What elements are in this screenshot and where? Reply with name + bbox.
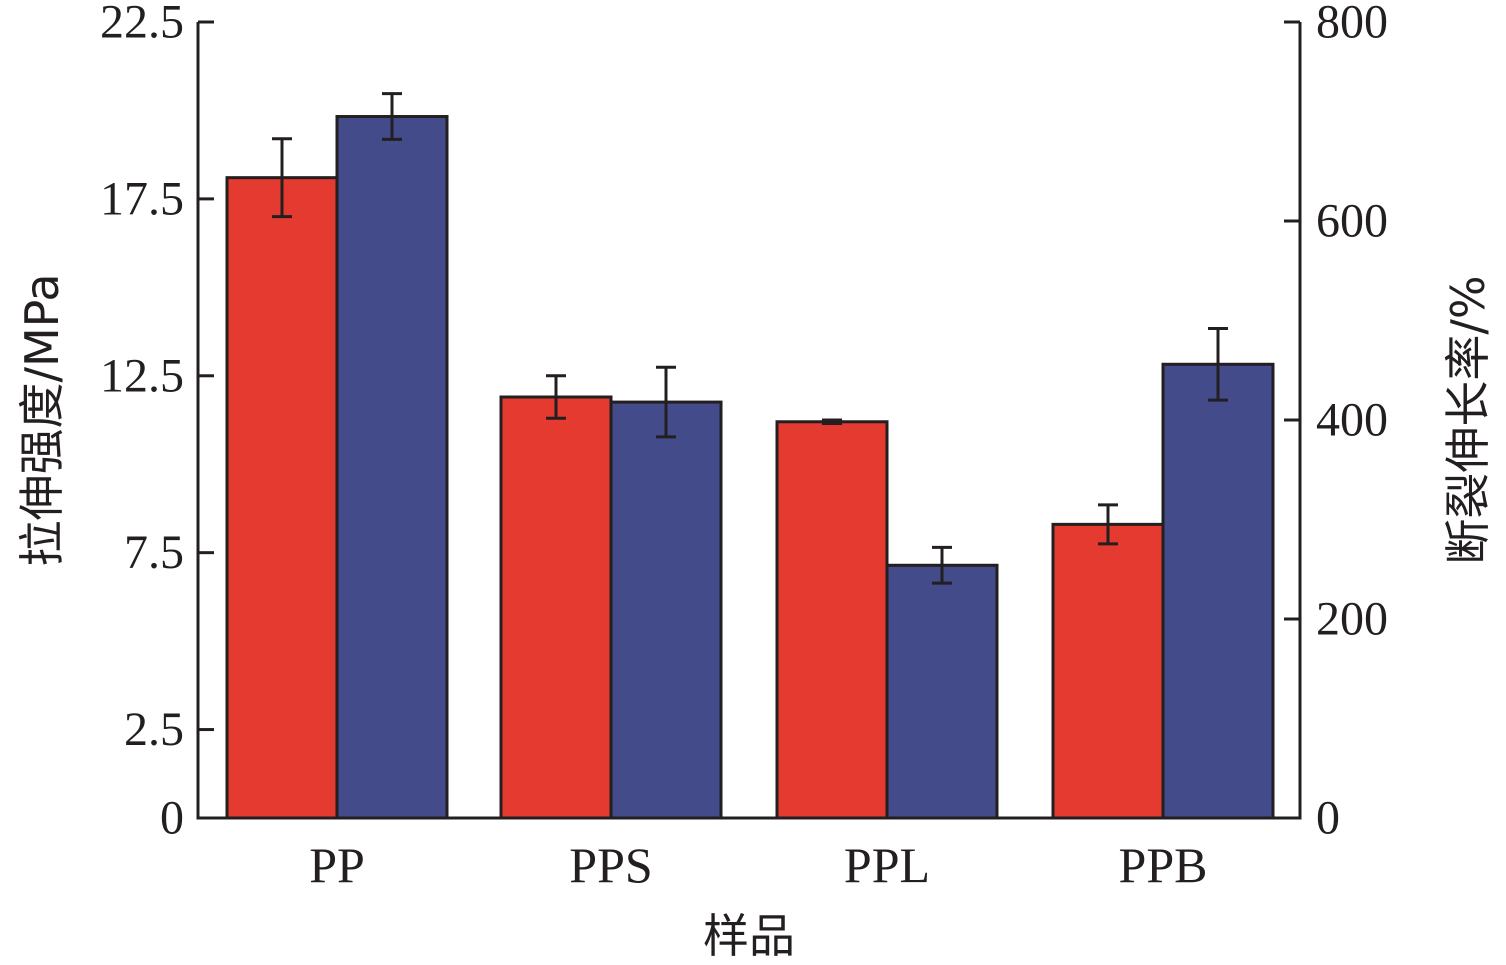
error-bars-layer <box>272 92 1228 585</box>
bar-pps-series-1 <box>499 395 613 820</box>
left-tick-label: 12.5 <box>100 349 184 402</box>
x-axis-title: 样品 <box>703 909 795 963</box>
y2-axis-title: 断裂伸长率/% <box>1441 275 1495 564</box>
error-bar-pp-series-1 <box>272 137 292 219</box>
error-bar-ppb-series-2 <box>1208 326 1228 402</box>
right-tick-label: 0 <box>1316 792 1340 845</box>
category-label-ppl: PPL <box>844 837 930 893</box>
right-tick-label: 600 <box>1316 195 1388 248</box>
error-bar-pp-series-2 <box>382 92 402 141</box>
right-tick-label: 400 <box>1316 394 1388 447</box>
error-bar-pps-series-1 <box>546 374 566 420</box>
error-bar-ppl-series-2 <box>932 545 952 585</box>
error-bar-ppb-series-1 <box>1098 503 1118 546</box>
left-tick-label: 22.5 <box>100 0 184 49</box>
bar-ppb-series-1 <box>1051 522 1165 820</box>
right-tick-label: 800 <box>1316 0 1388 49</box>
error-bar-pps-series-2 <box>656 365 676 439</box>
category-label-pp: PP <box>309 837 365 893</box>
bar-pps-series-2 <box>609 400 723 820</box>
left-tick-label: 0 <box>160 792 184 845</box>
bar-ppl-series-2 <box>885 563 999 820</box>
category-label-ppb: PPB <box>1119 837 1208 893</box>
bar-pp-series-2 <box>335 115 449 820</box>
category-labels: PP PPS PPL PPB <box>309 837 1207 893</box>
left-ticks: 0 2.5 7.5 12.5 17.5 22.5 <box>100 0 214 845</box>
left-tick-label: 17.5 <box>100 172 184 225</box>
y-axis-title: 拉伸强度/MPa <box>15 273 69 566</box>
bars-layer <box>225 115 1275 820</box>
left-tick-label: 7.5 <box>124 526 184 579</box>
bar-ppl-series-1 <box>775 420 889 820</box>
bar-ppb-series-2 <box>1161 362 1275 820</box>
right-ticks: 0 200 400 600 800 <box>1284 0 1388 845</box>
category-label-pps: PPS <box>569 837 652 893</box>
error-bar-ppl-series-1 <box>822 418 842 426</box>
bar-pp-series-1 <box>225 176 339 820</box>
right-tick-label: 200 <box>1316 593 1388 646</box>
left-tick-label: 2.5 <box>124 703 184 756</box>
